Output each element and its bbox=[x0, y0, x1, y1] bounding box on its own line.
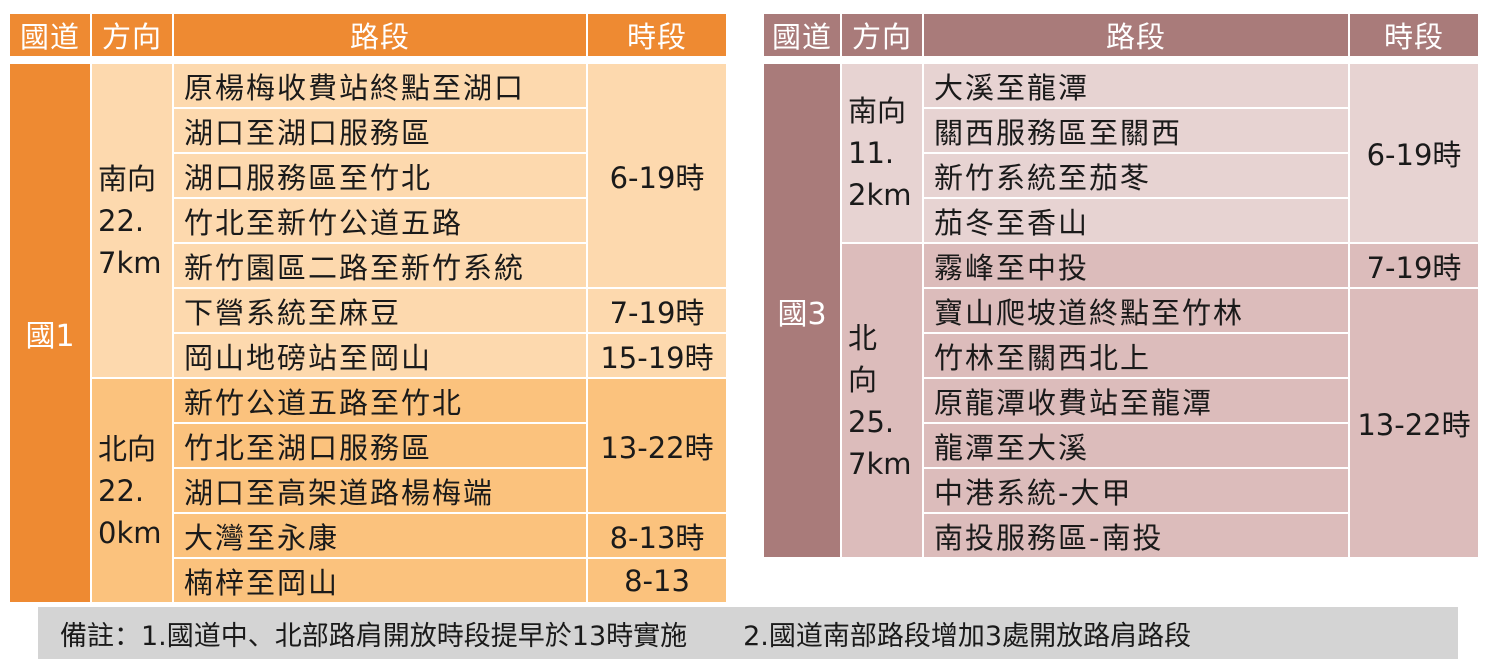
time-cell: 8-13 bbox=[586, 557, 728, 604]
header-segment: 路段 bbox=[172, 12, 588, 58]
time-cell: 13-22時 bbox=[1348, 287, 1480, 559]
segment-cell: 中港系統-大甲 bbox=[922, 467, 1350, 514]
freeway-3-table: 國道 方向 路段 時段 國3 南向 11. 2km 大溪至龍潭 6-19時 關西… bbox=[762, 12, 1480, 559]
segment-cell: 新竹系統至茄苳 bbox=[922, 152, 1350, 199]
segment-cell: 新竹公道五路至竹北 bbox=[172, 377, 588, 424]
header-segment: 路段 bbox=[922, 12, 1350, 58]
time-cell: 13-22時 bbox=[586, 377, 728, 514]
segment-cell: 茄冬至香山 bbox=[922, 197, 1350, 244]
table-row: 國1 南向 22. 7km 原楊梅收費站終點至湖口 6-19時 bbox=[8, 62, 728, 604]
segment-cell: 湖口至湖口服務區 bbox=[172, 107, 588, 154]
segment-cell: 霧峰至中投 bbox=[922, 242, 1350, 289]
freeway-1-table: 國道 方向 路段 時段 國1 南向 22. 7km 原楊梅收費站終點至湖口 6-… bbox=[8, 12, 728, 604]
segment-cell: 楠梓至岡山 bbox=[172, 557, 588, 604]
segment-cell: 下營系統至麻豆 bbox=[172, 287, 588, 334]
table-header-row: 國道 方向 路段 時段 bbox=[8, 12, 728, 58]
direction-south: 南向 22. 7km bbox=[90, 62, 174, 379]
header-time: 時段 bbox=[586, 12, 728, 58]
table-header-row: 國道 方向 路段 時段 bbox=[762, 12, 1480, 58]
remarks-bar: 備註：1.國道中、北部路肩開放時段提早於13時實施 2.國道南部路段增加3處開放… bbox=[38, 607, 1458, 659]
time-cell: 15-19時 bbox=[586, 332, 728, 379]
segment-cell: 原楊梅收費站終點至湖口 bbox=[172, 62, 588, 109]
segment-cell: 竹北至新竹公道五路 bbox=[172, 197, 588, 244]
table-row: 國3 南向 11. 2km 大溪至龍潭 6-19時 bbox=[762, 62, 1480, 559]
time-cell: 7-19時 bbox=[586, 287, 728, 334]
segment-cell: 新竹園區二路至新竹系統 bbox=[172, 242, 588, 289]
segment-cell: 竹林至關西北上 bbox=[922, 332, 1350, 379]
segment-cell: 南投服務區-南投 bbox=[922, 512, 1350, 559]
table-row: 北向 22. 0km 新竹公道五路至竹北 13-22時 bbox=[9, 377, 728, 604]
time-cell: 6-19時 bbox=[1348, 62, 1480, 244]
remark-1: 備註：1.國道中、北部路肩開放時段提早於13時實施 bbox=[60, 620, 688, 652]
segment-cell: 岡山地磅站至岡山 bbox=[172, 332, 588, 379]
segment-cell: 寶山爬坡道終點至竹林 bbox=[922, 287, 1350, 334]
segment-cell: 湖口服務區至竹北 bbox=[172, 152, 588, 199]
header-highway: 國道 bbox=[8, 12, 92, 58]
highway-label: 國3 bbox=[762, 62, 842, 559]
time-cell: 7-19時 bbox=[1348, 242, 1480, 289]
direction-north: 北 向 25. 7km bbox=[840, 242, 924, 559]
header-time: 時段 bbox=[1348, 12, 1480, 58]
segment-cell: 竹北至湖口服務區 bbox=[172, 422, 588, 469]
highway-label: 國1 bbox=[8, 62, 92, 604]
time-cell: 6-19時 bbox=[586, 62, 728, 289]
segment-cell: 湖口至高架道路楊梅端 bbox=[172, 467, 588, 514]
segment-cell: 大灣至永康 bbox=[172, 512, 588, 559]
header-direction: 方向 bbox=[90, 12, 174, 58]
segment-cell: 大溪至龍潭 bbox=[922, 62, 1350, 109]
direction-south: 南向 11. 2km bbox=[840, 62, 924, 244]
time-cell: 8-13時 bbox=[586, 512, 728, 559]
header-highway: 國道 bbox=[762, 12, 842, 58]
direction-north: 北向 22. 0km bbox=[90, 377, 174, 604]
table-row: 北 向 25. 7km 霧峰至中投 7-19時 bbox=[763, 242, 1480, 559]
segment-cell: 關西服務區至關西 bbox=[922, 107, 1350, 154]
segment-cell: 龍潭至大溪 bbox=[922, 422, 1350, 469]
remark-2: 2.國道南部路段增加3處開放路肩路段 bbox=[743, 620, 1192, 652]
header-direction: 方向 bbox=[840, 12, 924, 58]
segment-cell: 原龍潭收費站至龍潭 bbox=[922, 377, 1350, 424]
